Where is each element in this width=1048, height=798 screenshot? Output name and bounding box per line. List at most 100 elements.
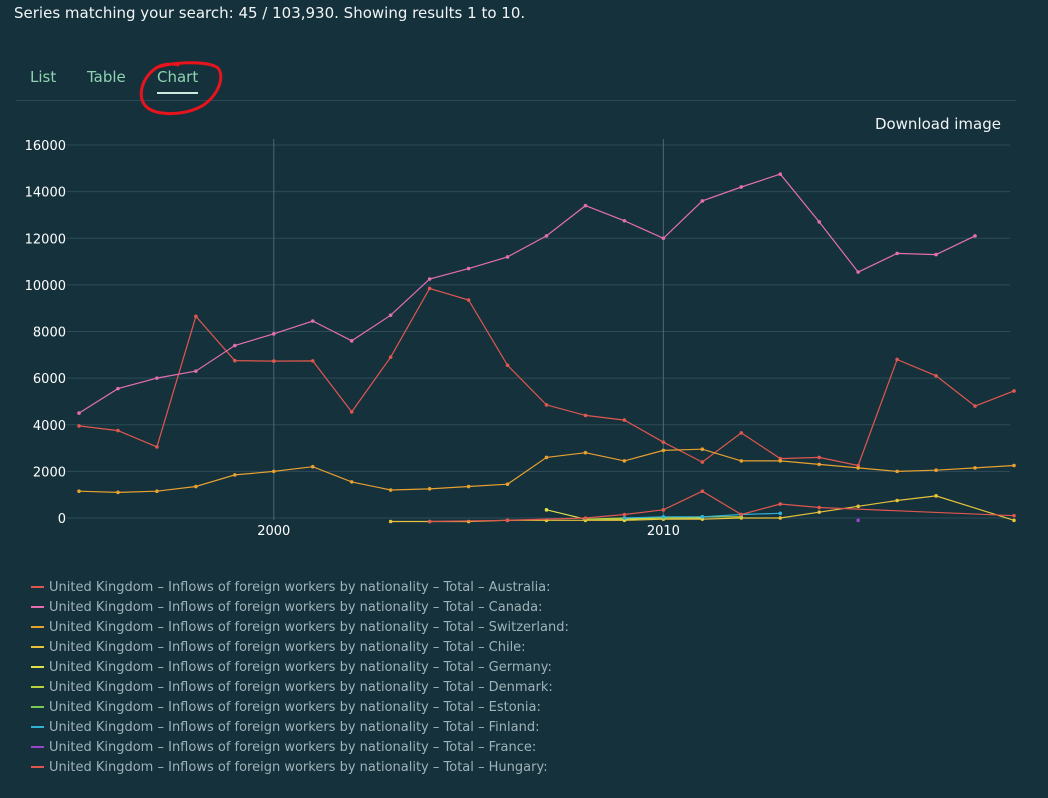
legend-label: United Kingdom – Inflows of foreign work… [49,759,548,775]
data-point [155,489,159,493]
data-point [233,358,237,363]
data-point [1012,463,1016,468]
data-point [973,466,977,470]
legend-label: United Kingdom – Inflows of foreign work… [49,599,543,615]
data-point [739,459,744,463]
data-point [427,487,432,491]
data-point [1012,389,1016,393]
legend-item[interactable]: United Kingdom – Inflows of foreign work… [31,757,569,777]
data-point [739,512,744,517]
data-point [349,339,354,343]
legend-label: United Kingdom – Inflows of foreign work… [49,699,541,715]
data-point [544,508,549,512]
data-point [817,462,822,467]
data-point [856,504,860,509]
legend-item[interactable]: United Kingdom – Inflows of foreign work… [31,677,569,697]
legend-item[interactable]: United Kingdom – Inflows of foreign work… [31,617,569,637]
data-point [817,220,822,224]
legend-label: United Kingdom – Inflows of foreign work… [49,659,552,675]
data-point [505,482,510,486]
data-point [895,251,899,256]
tab-table[interactable]: Table [87,68,126,86]
data-point [388,488,393,492]
legend-item[interactable]: United Kingdom – Inflows of foreign work… [31,577,569,597]
data-point [856,466,860,470]
legend-swatch [31,766,44,768]
data-point [505,363,510,368]
data-point [544,403,549,407]
legend-label: United Kingdom – Inflows of foreign work… [49,719,540,735]
data-point [934,373,938,378]
data-point [505,255,510,259]
y-tick-label: 0 [58,512,66,527]
y-tick-label: 8000 [33,326,66,341]
data-point [194,369,198,373]
data-point [271,469,276,474]
data-point [817,455,822,460]
data-point [973,404,977,408]
data-point [233,473,237,477]
data-point [116,428,120,433]
data-point [856,518,860,523]
data-point [778,172,783,176]
legend-item[interactable]: United Kingdom – Inflows of foreign work… [31,657,569,677]
y-tick-label: 2000 [33,465,66,480]
data-point [856,270,860,274]
data-point [700,460,705,464]
data-point [388,519,393,524]
data-point [155,376,159,380]
data-point [194,484,198,489]
data-point [622,516,627,520]
x-tick-label: 2010 [647,524,680,539]
data-point [700,489,705,493]
data-point [310,319,315,323]
data-point [622,218,627,223]
series-line-0 [78,287,1015,467]
data-point [544,455,549,460]
legend-item[interactable]: United Kingdom – Inflows of foreign work… [31,597,569,617]
data-point [934,494,938,498]
data-point [661,448,666,453]
data-point [934,468,938,473]
data-point [622,459,627,463]
data-point [116,386,120,391]
view-tabs: List Table Chart [16,66,1016,101]
data-point [466,298,471,302]
series-line-9 [429,490,1015,523]
data-point [544,234,549,238]
data-point [466,266,471,271]
data-point [427,519,432,524]
legend-label: United Kingdom – Inflows of foreign work… [49,739,537,755]
data-point [349,410,354,414]
legend-item[interactable]: United Kingdom – Inflows of foreign work… [31,637,569,657]
legend-item[interactable]: United Kingdom – Inflows of foreign work… [31,697,569,717]
legend-label: United Kingdom – Inflows of foreign work… [49,639,526,655]
legend-label: United Kingdom – Inflows of foreign work… [49,579,551,595]
series-line-1 [78,173,976,414]
data-point [388,355,393,359]
data-point [116,490,120,495]
legend-label: United Kingdom – Inflows of foreign work… [49,619,569,635]
y-tick-label: 6000 [33,372,66,387]
tab-chart[interactable]: Chart [157,68,199,94]
data-point [622,418,627,422]
download-image-button[interactable]: Download image [874,115,1001,133]
data-point [505,518,510,523]
data-point [895,498,899,503]
data-point [739,431,744,435]
legend-item[interactable]: United Kingdom – Inflows of foreign work… [31,737,569,757]
data-point [583,413,588,418]
data-point [310,464,315,469]
data-point [934,252,938,257]
legend-swatch [31,606,44,608]
data-point [778,511,783,516]
data-point [349,480,354,484]
data-point [778,459,783,463]
data-point [1012,518,1016,523]
data-point [583,516,588,520]
x-tick-label: 2000 [257,524,290,539]
data-point [895,469,899,474]
tab-list[interactable]: List [30,68,57,86]
legend-item[interactable]: United Kingdom – Inflows of foreign work… [31,717,569,737]
chart-legend: United Kingdom – Inflows of foreign work… [31,577,569,777]
